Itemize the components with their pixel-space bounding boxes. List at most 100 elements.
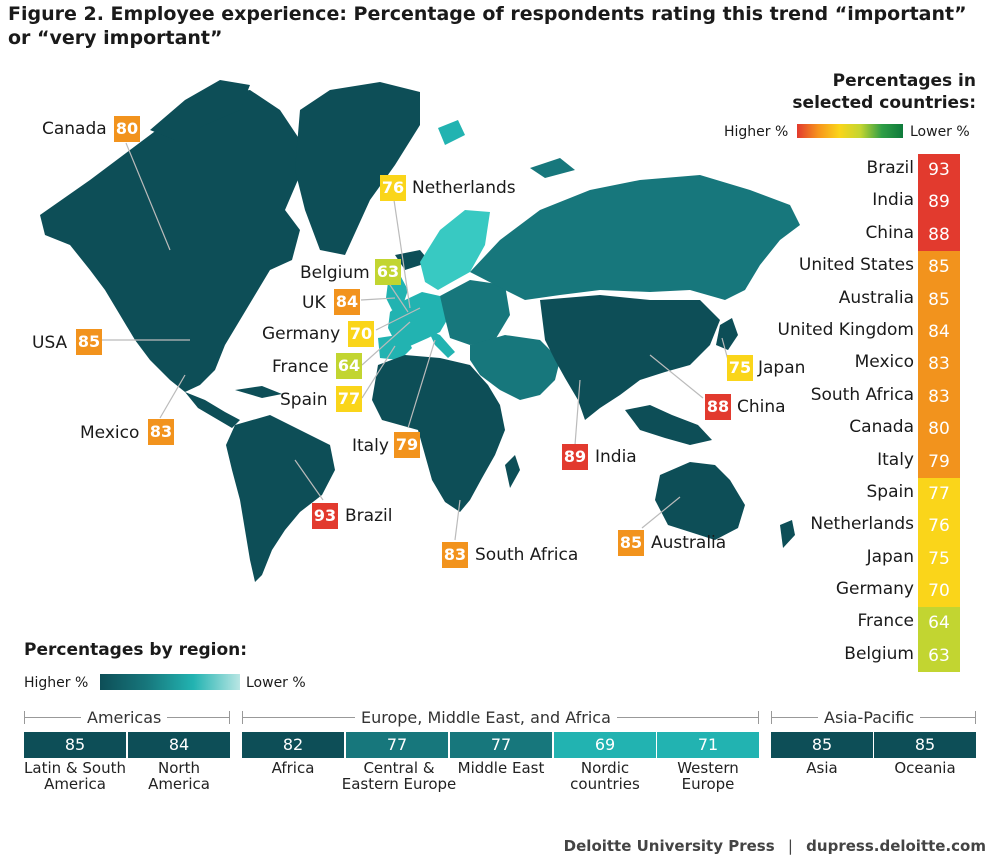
ranking-value-badge: 85	[918, 283, 960, 316]
region-legend-high: Higher %	[24, 675, 89, 691]
selected-title-line-2: selected countries:	[792, 93, 976, 113]
region-cell-africa: 82	[242, 732, 344, 758]
south-america-shape	[226, 415, 335, 582]
callout-badge-netherlands: 76	[380, 175, 406, 201]
region-label-cee-line-1: Central &	[363, 759, 435, 777]
region-label-asia-line-1: Asia	[806, 759, 838, 777]
ranking-value-badge: 80	[918, 413, 960, 446]
ranking-row: United States 85	[780, 251, 980, 284]
callout-badge-india: 89	[562, 444, 588, 470]
germany-leader	[375, 307, 421, 331]
landmasses	[40, 80, 800, 582]
callout-label-netherlands: Netherlands	[412, 178, 516, 198]
region-legend-gradient	[100, 674, 240, 690]
italy-shape	[428, 330, 455, 358]
ranking-value-badge: 89	[918, 186, 960, 219]
footer-separator: |	[787, 837, 793, 855]
callout-label-south-africa: South Africa	[475, 545, 579, 565]
region-section-title: Percentages by region:	[24, 640, 248, 660]
callout-leaders	[102, 142, 729, 541]
ranking-country-name: France	[857, 611, 914, 632]
region-label-africa-line-1: Africa	[271, 759, 315, 777]
netherlands-leader	[393, 199, 411, 309]
ranking-value-badge: 70	[918, 575, 960, 608]
ranking-row: Australia 85	[780, 283, 980, 316]
ranking-row: United Kingdom 84	[777, 315, 980, 349]
callout-label-italy: Italy	[352, 436, 389, 456]
middle-east-shape	[470, 335, 560, 400]
region-label-nordic: Nordic countries	[544, 760, 666, 792]
callout-label-uk: UK	[302, 293, 326, 313]
eastern-europe-shape	[440, 280, 510, 345]
callout-label-france: France	[272, 357, 329, 377]
region-cell-latam: 85	[24, 732, 126, 758]
apac-bracket-right	[975, 711, 976, 724]
region-label-north-america: North America	[118, 760, 240, 792]
ranking-country-name: Canada	[849, 417, 914, 438]
ranking-row: Brazil 93	[780, 154, 980, 187]
spain-leader	[361, 345, 396, 399]
caribbean-shape	[235, 386, 282, 398]
emea-bracket-right	[758, 711, 759, 724]
ranking-row: Canada 80	[780, 413, 980, 446]
ranking-value-badge: 76	[918, 510, 960, 543]
ranking-country-name: Spain	[866, 481, 915, 502]
ranking-country-name: China	[865, 222, 914, 243]
ranking-value-badge: 88	[918, 218, 960, 252]
callout-label-belgium: Belgium	[300, 263, 370, 283]
region-label-me-line-1: Middle East	[457, 759, 545, 777]
ranking-row: India 89	[780, 186, 980, 219]
china-leader	[649, 354, 704, 399]
callout-label-india: India	[595, 447, 637, 467]
australia-shape	[655, 462, 745, 540]
region-cell-asia: 85	[771, 732, 873, 758]
brazil-leader	[294, 459, 324, 501]
region-label-oceania: Oceania	[864, 760, 986, 776]
callout-badge-australia: 85	[618, 530, 644, 556]
ranking-country-name: Germany	[835, 579, 914, 600]
americas-bracket-right	[229, 711, 230, 724]
callout-badge-italy: 79	[394, 432, 420, 458]
ranking-country-name: United Kingdom	[777, 319, 914, 340]
russia-shape	[470, 175, 800, 300]
callout-badge-spain: 77	[336, 386, 362, 412]
region-cell-oceania: 85	[874, 732, 976, 758]
india-leader	[574, 379, 581, 446]
ranking-row: Spain 77	[780, 477, 980, 511]
ranking-value-badge: 85	[918, 251, 960, 284]
region-label-nordic-line-1: Nordic	[580, 759, 630, 777]
callout-badge-uk: 84	[334, 289, 360, 315]
region-label-latam-line-1: Latin & South	[24, 759, 126, 777]
callout-badge-mexico: 83	[148, 419, 174, 445]
ranking-row: Germany 70	[780, 575, 980, 608]
new-zealand-shape	[780, 520, 795, 548]
ranking-value-badge: 75	[918, 542, 960, 576]
ranking-country-name: United States	[798, 255, 914, 276]
ranking-country-name: India	[872, 190, 914, 211]
region-cell-western-europe: 71	[657, 732, 759, 758]
region-label-we-line-2: Europe	[681, 775, 735, 793]
title-line-1: Figure 2. Employee experience: Percentag…	[8, 3, 967, 25]
region-cell-cee: 77	[346, 732, 448, 758]
ranking-row: Netherlands 76	[780, 510, 980, 543]
ranking-country-name: Japan	[866, 546, 914, 567]
footer: Deloitte University Press | dupress.delo…	[564, 837, 986, 855]
region-cell-nordic: 69	[554, 732, 656, 758]
ranking-row: Italy 79	[780, 445, 980, 478]
selected-countries-title: Percentages in selected countries:	[792, 70, 976, 114]
scandinavia-shape	[420, 210, 490, 290]
region-label-middle-east: Middle East	[440, 760, 562, 776]
callout-badge-south-africa: 83	[442, 542, 468, 568]
region-cell-middle-east: 77	[450, 732, 552, 758]
canada-leader	[125, 142, 171, 251]
arctic-russia-islands-shape	[530, 158, 575, 178]
ranking-row: France 64	[780, 607, 980, 640]
australia-leader	[641, 496, 681, 529]
callout-label-japan: Japan	[758, 358, 806, 378]
region-label-we-line-1: Western	[677, 759, 739, 777]
ranking-country-name: Italy	[877, 449, 914, 470]
callout-badge-canada: 80	[114, 116, 140, 142]
selected-title-line-1: Percentages in	[832, 71, 976, 91]
callout-label-spain: Spain	[280, 390, 328, 410]
callout-label-canada: Canada	[42, 119, 107, 139]
